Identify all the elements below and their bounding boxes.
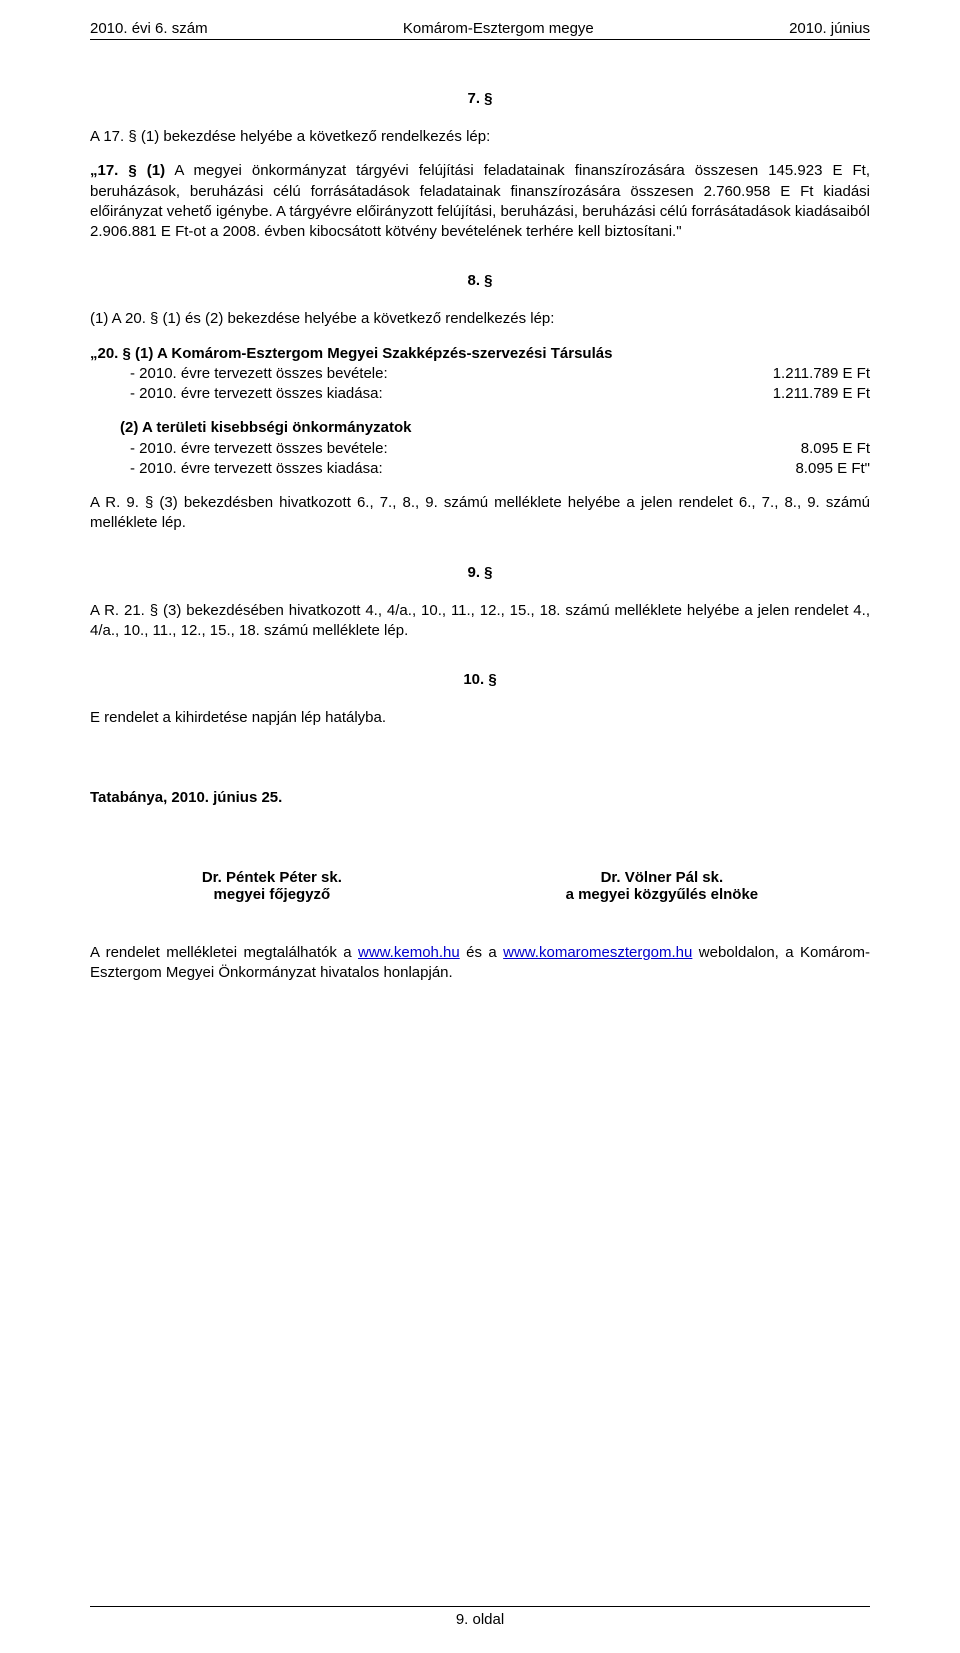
row-left: - 2010. évre tervezett összes bevétele: (130, 364, 753, 384)
place-date: Tatabánya, 2010. június 25. (90, 788, 870, 808)
section-8-sub1-lead: „20. § (1) A Komárom-Esztergom Megyei Sz… (90, 344, 870, 364)
section-8-sub2-lead: (2) A területi kisebbségi önkormányzatok (120, 418, 870, 438)
sig-right-name: Dr. Völner Pál sk. (566, 869, 759, 886)
row-right: 8.095 E Ft" (775, 459, 870, 479)
closing-pre: A rendelet mellékletei megtalálhatók a (90, 944, 358, 961)
header-center: Komárom-Esztergom megye (403, 20, 594, 37)
page-footer: 9. oldal (0, 1606, 960, 1628)
header-rule (90, 39, 870, 40)
section-8-intro: (1) A 20. § (1) és (2) bekezdése helyébe… (90, 309, 870, 329)
section-7-bold-lead: „17. § (1) (90, 162, 165, 179)
row-bevétel-1: - 2010. évre tervezett összes bevétele: … (130, 364, 870, 384)
header-right: 2010. június (789, 20, 870, 37)
header-left: 2010. évi 6. szám (90, 20, 208, 37)
running-header: 2010. évi 6. szám Komárom-Esztergom megy… (90, 20, 870, 39)
section-7-body: „17. § (1) A megyei önkormányzat tárgyév… (90, 161, 870, 242)
section-9-number: 9. § (90, 564, 870, 581)
section-7-number: 7. § (90, 90, 870, 107)
signature-row: Dr. Péntek Péter sk. megyei főjegyző Dr.… (90, 869, 870, 903)
section-7-text: A megyei önkormányzat tárgyévi felújítás… (90, 162, 870, 240)
page-number: 9. oldal (456, 1611, 504, 1628)
section-8-sub2-rows: - 2010. évre tervezett összes bevétele: … (130, 439, 870, 480)
row-right: 1.211.789 E Ft (753, 384, 870, 404)
footer-rule (90, 1606, 870, 1607)
row-kiadás-2: - 2010. évre tervezett összes kiadása: 8… (130, 459, 870, 479)
section-10-body: E rendelet a kihirdetése napján lép hatá… (90, 708, 870, 728)
row-bevétel-2: - 2010. évre tervezett összes bevétele: … (130, 439, 870, 459)
closing-paragraph: A rendelet mellékletei megtalálhatók a w… (90, 943, 870, 984)
row-left: - 2010. évre tervezett összes kiadása: (130, 384, 753, 404)
closing-mid: és a (460, 944, 503, 961)
signature-left: Dr. Péntek Péter sk. megyei főjegyző (202, 869, 342, 903)
sig-left-name: Dr. Péntek Péter sk. (202, 869, 342, 886)
section-8-sub1-rows: - 2010. évre tervezett összes bevétele: … (130, 364, 870, 405)
sig-left-title: megyei főjegyző (202, 886, 342, 903)
link-kemoh[interactable]: www.kemoh.hu (358, 944, 460, 961)
row-right: 1.211.789 E Ft (753, 364, 870, 384)
section-10-number: 10. § (90, 671, 870, 688)
row-left: - 2010. évre tervezett összes kiadása: (130, 459, 775, 479)
section-7-intro: A 17. § (1) bekezdése helyébe a következ… (90, 127, 870, 147)
row-right: 8.095 E Ft (781, 439, 870, 459)
sig-right-title: a megyei közgyűlés elnöke (566, 886, 759, 903)
row-left: - 2010. évre tervezett összes bevétele: (130, 439, 781, 459)
section-8-closing: A R. 9. § (3) bekezdésben hivatkozott 6.… (90, 493, 870, 534)
row-kiadás-1: - 2010. évre tervezett összes kiadása: 1… (130, 384, 870, 404)
page: 2010. évi 6. szám Komárom-Esztergom megy… (0, 0, 960, 1653)
signature-right: Dr. Völner Pál sk. a megyei közgyűlés el… (566, 869, 759, 903)
link-komaromesztergom[interactable]: www.komaromesztergom.hu (503, 944, 692, 961)
section-8-number: 8. § (90, 272, 870, 289)
section-9-body: A R. 21. § (3) bekezdésében hivatkozott … (90, 601, 870, 642)
